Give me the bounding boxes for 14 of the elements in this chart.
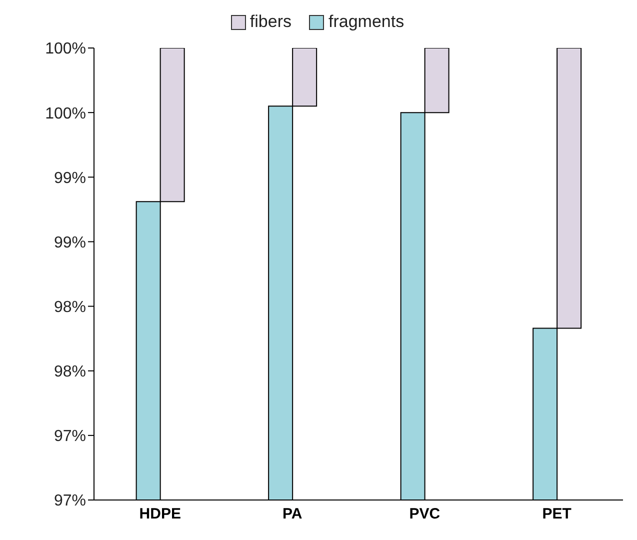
y-tick-label: 100% <box>45 40 86 58</box>
y-tick-label: 97% <box>54 428 86 446</box>
x-tick-label: PET <box>542 506 572 523</box>
x-tick-label: PA <box>282 506 302 523</box>
y-tick-label: 98% <box>54 364 86 381</box>
y-tick-label: 99% <box>54 234 86 252</box>
y-tick-label: 98% <box>54 298 86 316</box>
legend-label: fragments <box>327 12 404 32</box>
y-tick-label: 100% <box>45 105 86 122</box>
y-tick-label: 99% <box>54 170 86 187</box>
legend-label: fibers <box>248 12 292 32</box>
y-tick-label: 97% <box>54 492 86 510</box>
x-tick-label: HDPE <box>139 506 181 523</box>
x-tick-label: PVC <box>409 506 440 523</box>
